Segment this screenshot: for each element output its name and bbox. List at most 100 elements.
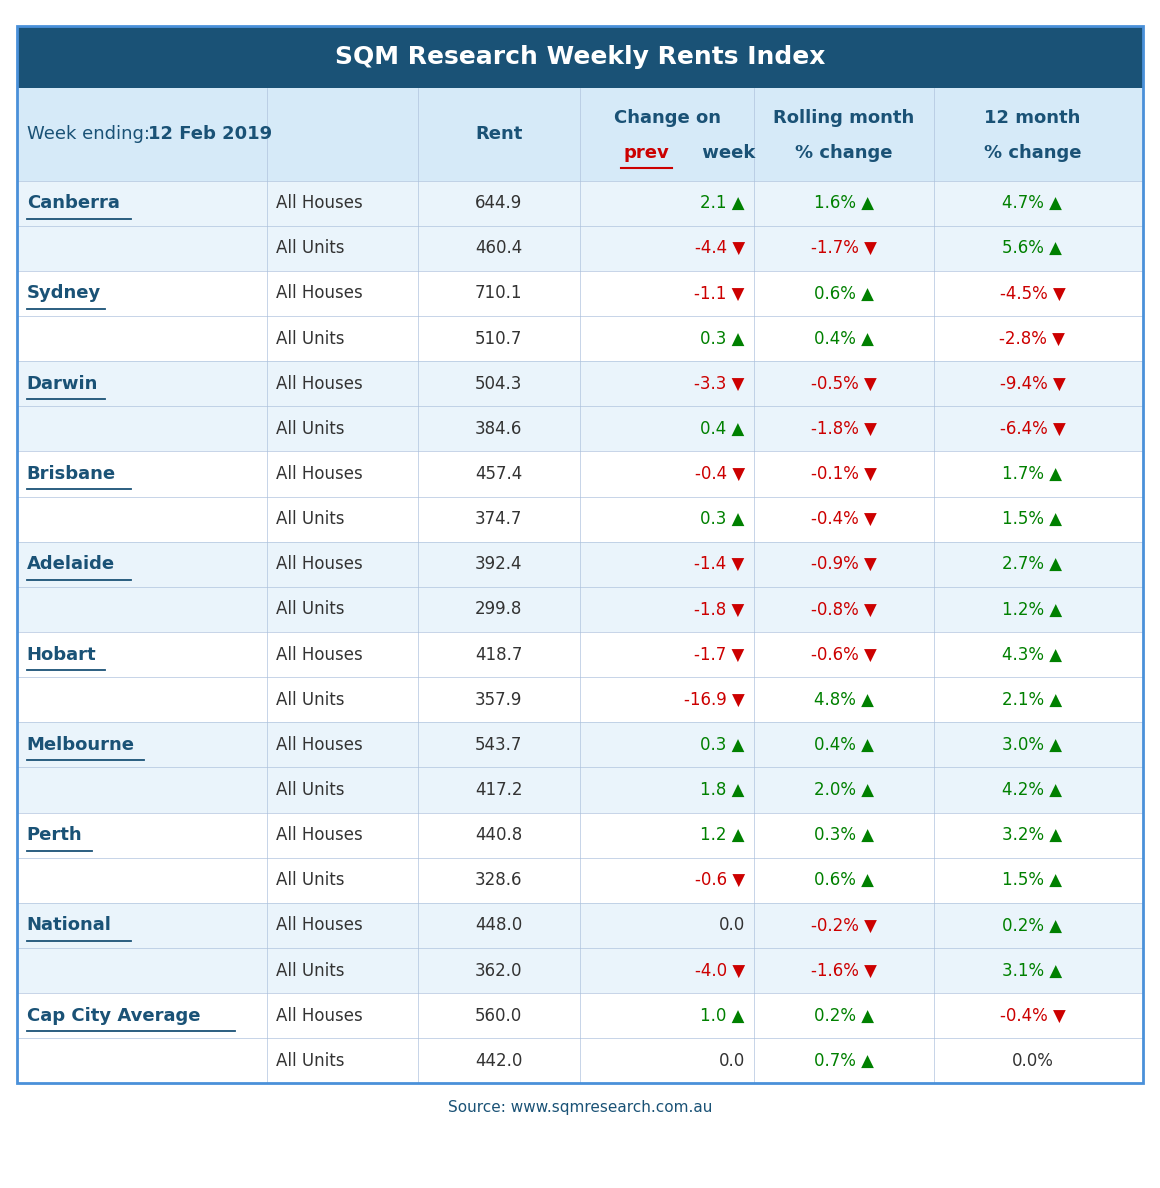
Text: 384.6: 384.6: [476, 419, 522, 438]
Bar: [17, 271, 1143, 316]
Text: 3.0% ▲: 3.0% ▲: [1002, 735, 1063, 754]
Text: 4.3% ▲: 4.3% ▲: [1002, 645, 1063, 664]
Text: SQM Research Weekly Rents Index: SQM Research Weekly Rents Index: [335, 45, 825, 69]
Text: 2.7% ▲: 2.7% ▲: [1002, 555, 1063, 574]
Text: 2.1 ▲: 2.1 ▲: [701, 194, 745, 213]
Text: All Houses: All Houses: [276, 916, 363, 935]
Text: 0.3 ▲: 0.3 ▲: [701, 510, 745, 529]
Bar: [17, 542, 1143, 587]
Text: 417.2: 417.2: [476, 781, 522, 800]
Text: All Houses: All Houses: [276, 465, 363, 484]
Text: 1.2% ▲: 1.2% ▲: [1002, 600, 1063, 619]
Bar: [17, 181, 1143, 226]
Text: 457.4: 457.4: [476, 465, 522, 484]
Text: 0.7% ▲: 0.7% ▲: [814, 1051, 873, 1070]
Text: 0.6% ▲: 0.6% ▲: [814, 871, 873, 890]
Text: 0.2% ▲: 0.2% ▲: [814, 1006, 873, 1025]
Text: 448.0: 448.0: [476, 916, 522, 935]
Text: -1.6% ▼: -1.6% ▼: [811, 961, 877, 980]
Bar: [17, 497, 1143, 542]
Text: -2.8% ▼: -2.8% ▼: [1000, 329, 1065, 348]
Text: 4.2% ▲: 4.2% ▲: [1002, 781, 1063, 800]
Text: 4.8% ▲: 4.8% ▲: [814, 690, 873, 709]
Bar: [17, 903, 1143, 948]
Text: -0.6% ▼: -0.6% ▼: [811, 645, 877, 664]
Text: All Units: All Units: [276, 239, 345, 258]
Text: -6.4% ▼: -6.4% ▼: [1000, 419, 1065, 438]
Text: week: week: [696, 144, 755, 162]
Bar: [17, 948, 1143, 993]
Text: 328.6: 328.6: [476, 871, 522, 890]
Text: 418.7: 418.7: [476, 645, 522, 664]
Text: -1.7 ▼: -1.7 ▼: [695, 645, 745, 664]
Text: Source: www.sqmresearch.com.au: Source: www.sqmresearch.com.au: [448, 1100, 712, 1114]
Bar: [17, 26, 1143, 88]
Text: All Units: All Units: [276, 510, 345, 529]
Text: 1.0 ▲: 1.0 ▲: [701, 1006, 745, 1025]
Text: 0.4% ▲: 0.4% ▲: [814, 735, 873, 754]
Text: All Houses: All Houses: [276, 735, 363, 754]
Text: Sydney: Sydney: [27, 284, 101, 303]
Text: -16.9 ▼: -16.9 ▼: [684, 690, 745, 709]
Text: All Units: All Units: [276, 781, 345, 800]
Text: Adelaide: Adelaide: [27, 555, 115, 574]
Text: 12 Feb 2019: 12 Feb 2019: [148, 125, 273, 144]
Text: All Units: All Units: [276, 329, 345, 348]
Text: -0.5% ▼: -0.5% ▼: [811, 374, 877, 393]
Bar: [17, 677, 1143, 722]
Text: 0.0: 0.0: [718, 916, 745, 935]
Text: -4.4 ▼: -4.4 ▼: [695, 239, 745, 258]
Text: 644.9: 644.9: [476, 194, 522, 213]
Text: 2.1% ▲: 2.1% ▲: [1002, 690, 1063, 709]
Text: % change: % change: [795, 144, 893, 162]
Text: 0.0%: 0.0%: [1012, 1051, 1053, 1070]
Bar: [17, 858, 1143, 903]
Bar: [17, 993, 1143, 1038]
Text: 357.9: 357.9: [476, 690, 522, 709]
Text: -4.5% ▼: -4.5% ▼: [1000, 284, 1065, 303]
Text: -0.1% ▼: -0.1% ▼: [811, 465, 877, 484]
Text: % change: % change: [984, 144, 1081, 162]
Text: Canberra: Canberra: [27, 194, 119, 213]
Text: Melbourne: Melbourne: [27, 735, 135, 754]
Text: 0.3 ▲: 0.3 ▲: [701, 735, 745, 754]
Text: Brisbane: Brisbane: [27, 465, 116, 484]
Text: Darwin: Darwin: [27, 374, 99, 393]
Text: 3.2% ▲: 3.2% ▲: [1002, 826, 1063, 845]
Text: 710.1: 710.1: [476, 284, 522, 303]
Text: -0.4 ▼: -0.4 ▼: [695, 465, 745, 484]
Bar: [17, 26, 1143, 1083]
Text: All Units: All Units: [276, 419, 345, 438]
Text: 460.4: 460.4: [476, 239, 522, 258]
Text: All Units: All Units: [276, 690, 345, 709]
Text: 0.6% ▲: 0.6% ▲: [814, 284, 873, 303]
Text: 0.0: 0.0: [718, 1051, 745, 1070]
Text: 0.3 ▲: 0.3 ▲: [701, 329, 745, 348]
Text: All Houses: All Houses: [276, 645, 363, 664]
Bar: [17, 226, 1143, 271]
Text: 560.0: 560.0: [476, 1006, 522, 1025]
Text: Change on: Change on: [614, 109, 720, 127]
Text: -0.4% ▼: -0.4% ▼: [811, 510, 877, 529]
Text: -0.4% ▼: -0.4% ▼: [1000, 1006, 1065, 1025]
Text: 1.5% ▲: 1.5% ▲: [1002, 510, 1063, 529]
Text: 1.2 ▲: 1.2 ▲: [701, 826, 745, 845]
Text: -1.7% ▼: -1.7% ▼: [811, 239, 877, 258]
Bar: [17, 722, 1143, 767]
Text: 0.2% ▲: 0.2% ▲: [1002, 916, 1063, 935]
Text: 504.3: 504.3: [476, 374, 522, 393]
Text: 1.7% ▲: 1.7% ▲: [1002, 465, 1063, 484]
Text: Hobart: Hobart: [27, 645, 96, 664]
Bar: [17, 451, 1143, 497]
Text: -3.3 ▼: -3.3 ▼: [695, 374, 745, 393]
Text: prev: prev: [623, 144, 669, 162]
Text: 299.8: 299.8: [476, 600, 522, 619]
Text: 4.7% ▲: 4.7% ▲: [1002, 194, 1063, 213]
Text: All Units: All Units: [276, 961, 345, 980]
Bar: [17, 406, 1143, 451]
Text: 510.7: 510.7: [476, 329, 522, 348]
Text: -1.4 ▼: -1.4 ▼: [695, 555, 745, 574]
Text: All Houses: All Houses: [276, 374, 363, 393]
Text: 440.8: 440.8: [476, 826, 522, 845]
Text: All Houses: All Houses: [276, 555, 363, 574]
